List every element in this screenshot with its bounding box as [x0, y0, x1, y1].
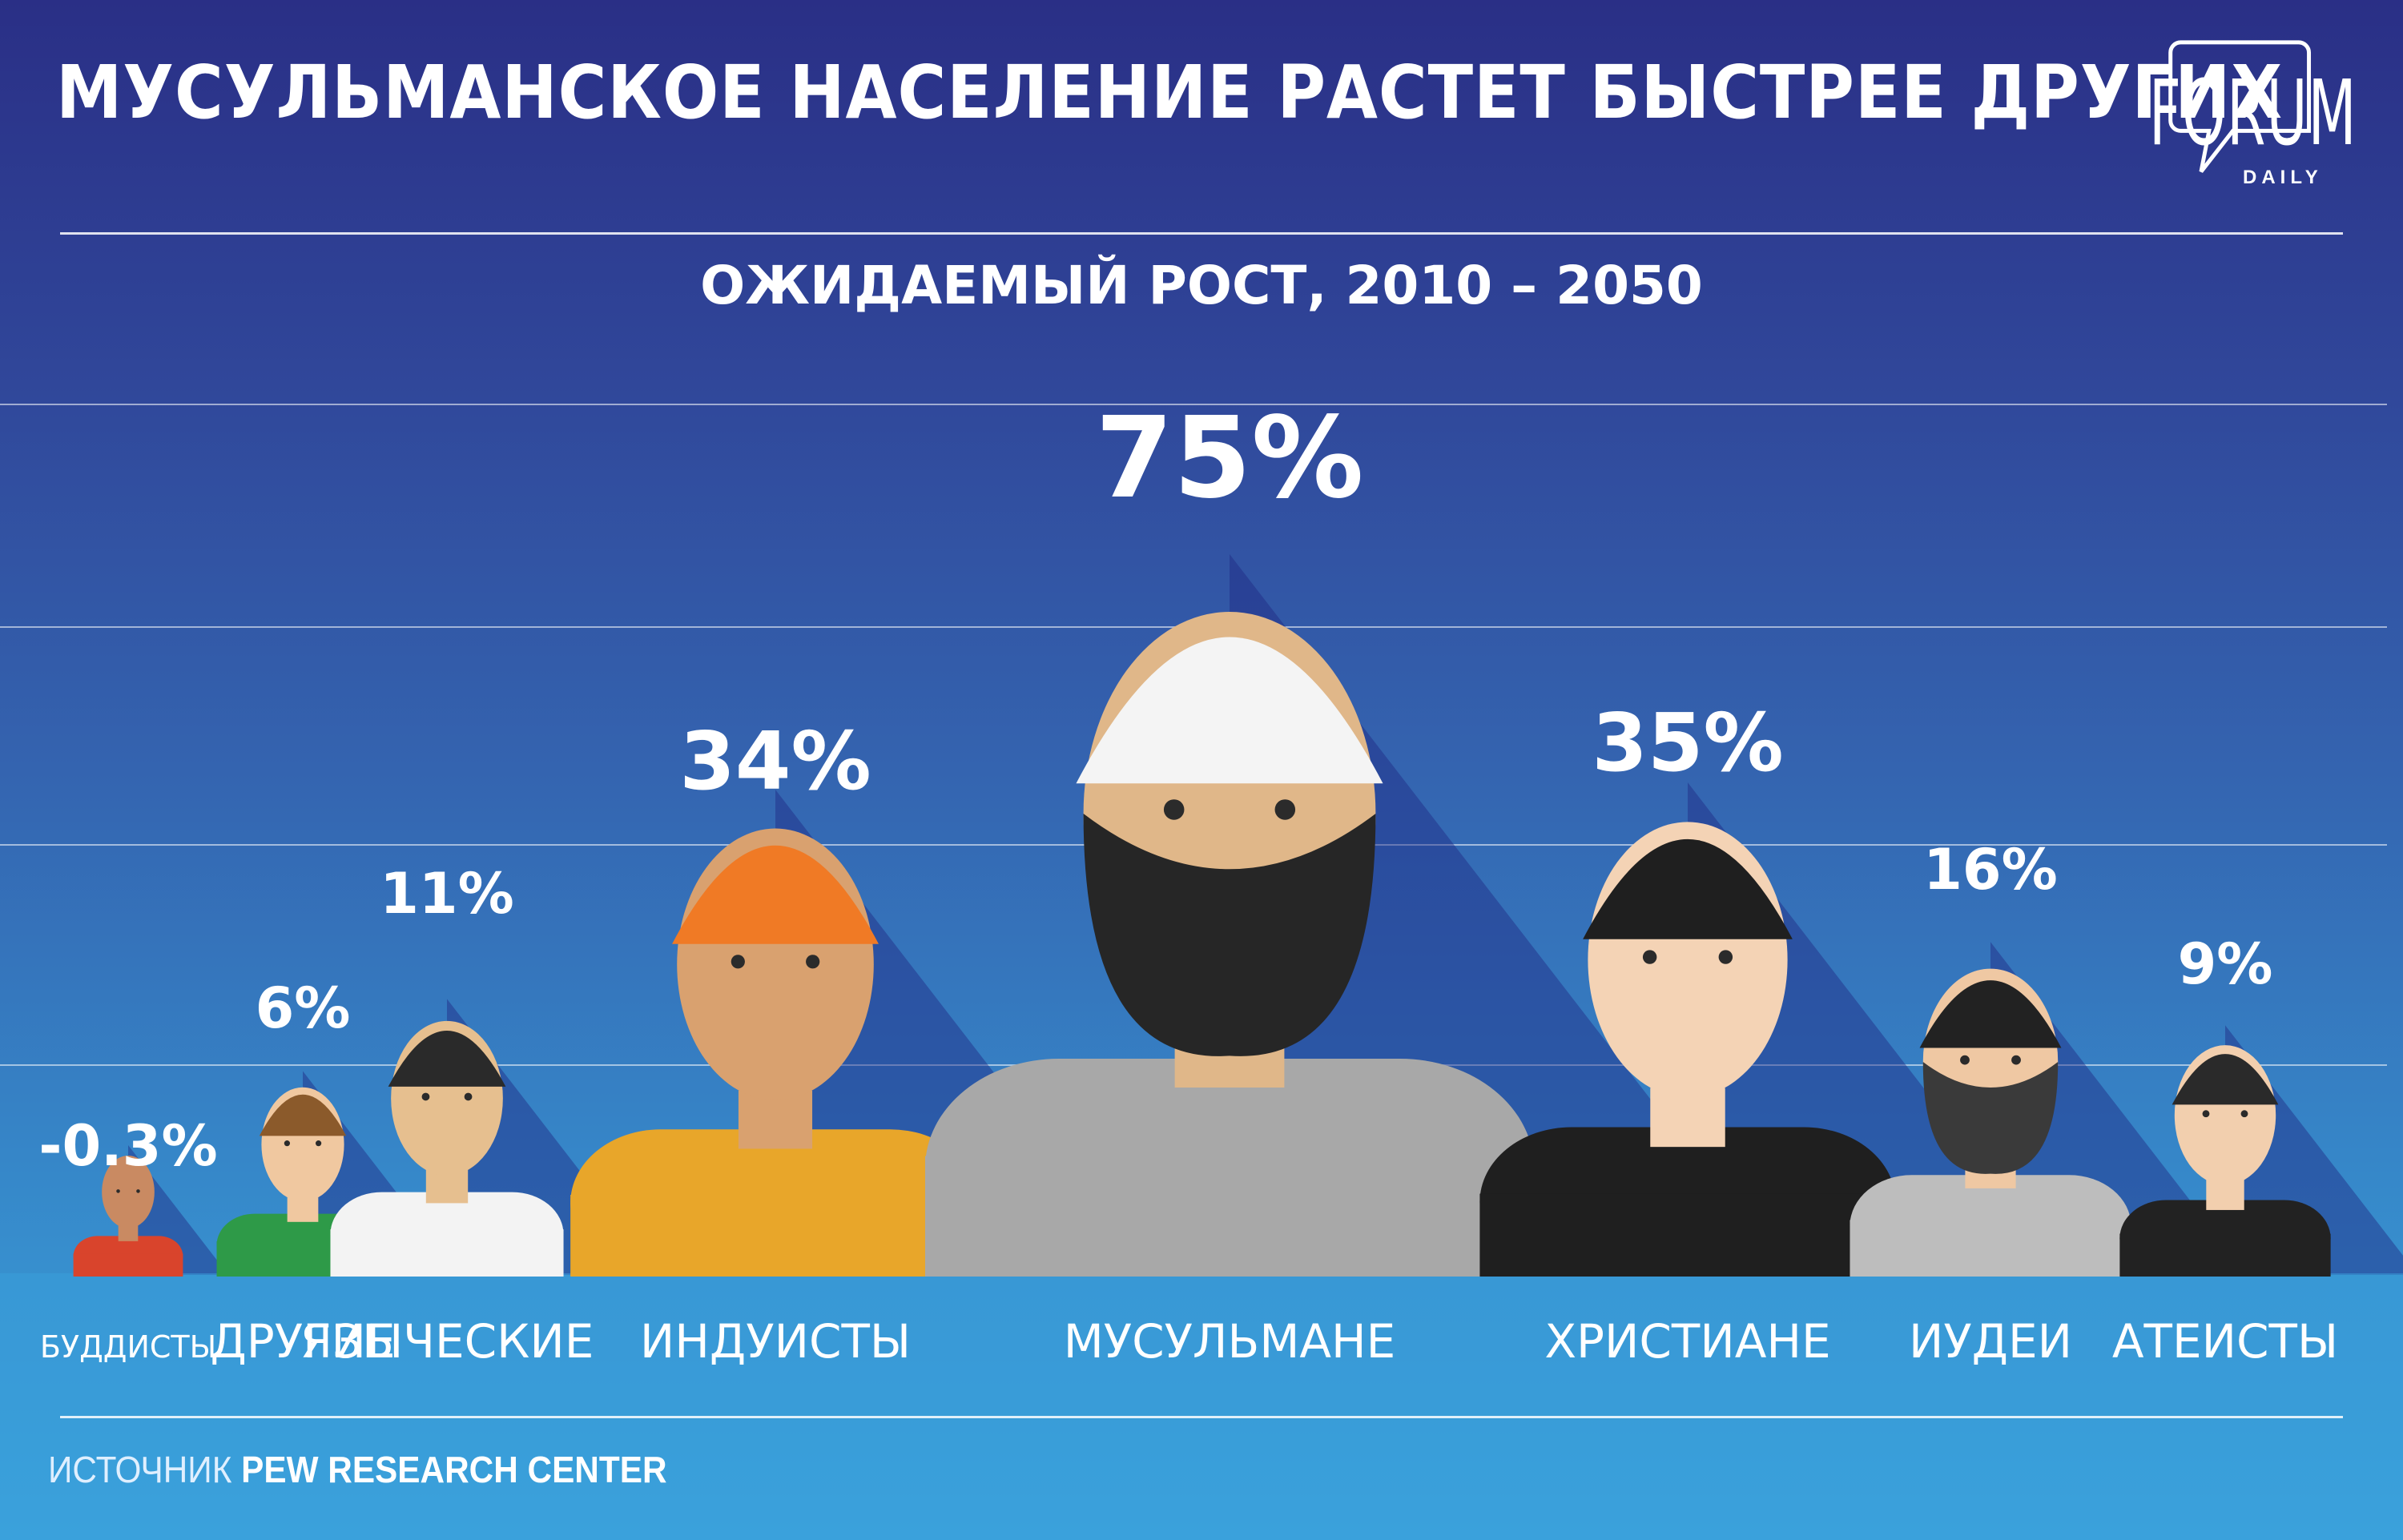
figure-torso-base — [330, 1229, 564, 1277]
bar-figure — [2119, 1045, 2331, 1277]
category-label: БУДДИСТЫ — [40, 1329, 216, 1365]
figure-beard — [1922, 1061, 2059, 1174]
bar-figure — [1479, 822, 1896, 1277]
ground-band — [0, 1273, 2403, 1540]
source-prefix: ИСТОЧНИК — [48, 1449, 232, 1490]
figure-beard — [1083, 814, 1376, 1056]
figure-headwear — [2172, 1054, 2279, 1105]
value-label: 75% — [1095, 393, 1363, 524]
figure-eye — [284, 1140, 291, 1147]
bar-figure — [73, 1155, 183, 1277]
figure-eye — [421, 1092, 430, 1101]
speech-bubble-icon — [2168, 40, 2312, 173]
figure-eye — [136, 1189, 140, 1193]
figure-torso-base — [73, 1253, 183, 1277]
figure-neck — [118, 1225, 139, 1241]
figure-eye — [1274, 799, 1296, 820]
bar-figure — [925, 612, 1534, 1277]
value-label: -0.3% — [38, 1113, 217, 1179]
value-label: 11% — [380, 861, 514, 927]
figure-torso-base — [570, 1195, 980, 1277]
figure-torso-base — [1850, 1220, 2131, 1277]
footer-rule — [60, 1416, 2343, 1418]
value-label: 16% — [1923, 837, 2058, 903]
figure-headwear — [1919, 980, 2062, 1048]
category-label: АТЕИСТЫ — [2112, 1314, 2338, 1369]
figure-eye — [2011, 1055, 2021, 1065]
category-label: ХРИСТИАНЕ — [1544, 1314, 1830, 1369]
category-label: ИНДУИСТЫ — [640, 1314, 911, 1369]
figure-headwear — [1076, 637, 1383, 784]
figure-headwear — [388, 1030, 506, 1087]
page-title: МУСУЛЬМАНСКОЕ НАСЕЛЕНИЕ РАСТЕТ БЫСТРЕЕ Д… — [56, 50, 2284, 135]
logo-sub: DAILY — [2243, 167, 2323, 188]
figure-eye — [2240, 1110, 2248, 1118]
category-label: ЯЗЫЧЕСКИЕ — [300, 1314, 594, 1369]
figure-neck — [1650, 1088, 1725, 1148]
figure-torso-base — [2119, 1233, 2331, 1277]
value-label: 35% — [1592, 696, 1783, 790]
figure-eye — [116, 1189, 120, 1193]
figure-headwear — [1583, 838, 1793, 939]
source-name: PEW RESEARCH CENTER — [241, 1449, 667, 1490]
bar-figure — [330, 1020, 564, 1277]
figure-eye — [1960, 1055, 1970, 1065]
figure-torso-base — [925, 1156, 1534, 1277]
forum-daily-logo: FORUM DAILY — [2127, 32, 2357, 224]
figure-eye — [464, 1092, 473, 1101]
category-label: ИУДЕИ — [1909, 1314, 2072, 1369]
title-rule — [60, 232, 2343, 235]
figure-eye — [1642, 950, 1657, 964]
figure-torso-base — [1479, 1193, 1896, 1277]
bar-figure — [570, 828, 980, 1277]
figure-eye — [1163, 799, 1185, 820]
figure-neck — [738, 1090, 813, 1149]
figure-eye — [1718, 950, 1733, 964]
category-label: ДРУГИЕ — [210, 1314, 395, 1369]
figure-eye — [731, 955, 745, 969]
figure-eye — [2202, 1110, 2210, 1118]
figure-eye — [806, 955, 820, 969]
figure-head — [102, 1155, 155, 1228]
value-label: 34% — [679, 714, 871, 808]
category-label: МУСУЛЬМАНЕ — [1064, 1314, 1396, 1369]
logo-main: FORUM — [2149, 62, 2357, 166]
figure-headwear — [259, 1094, 347, 1136]
bar-figure — [1850, 968, 2131, 1277]
chart-subtitle: ОЖИДАЕМЫЙ РОСТ, 2010 – 2050 — [700, 255, 1703, 316]
figure-eye — [315, 1140, 322, 1147]
value-label: 9% — [2178, 931, 2273, 997]
figure-headwear — [672, 845, 879, 944]
value-label: 6% — [256, 975, 351, 1041]
source-credit: ИСТОЧНИК PEW RESEARCH CENTER — [48, 1448, 667, 1491]
